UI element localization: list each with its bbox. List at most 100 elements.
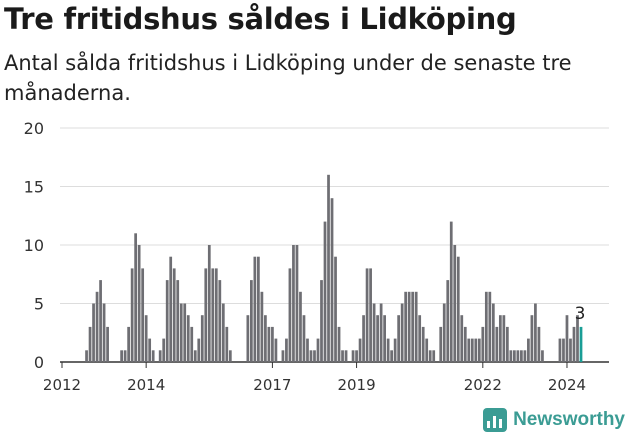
bar <box>285 338 288 362</box>
bar <box>228 350 232 362</box>
bar <box>520 350 523 362</box>
bar <box>428 350 432 362</box>
bar <box>214 268 218 362</box>
bar <box>204 268 208 362</box>
y-tick-label: 15 <box>24 178 44 197</box>
bar <box>456 256 460 362</box>
bar <box>85 350 88 362</box>
bar <box>141 268 145 362</box>
x-tick-label: 2014 <box>127 376 165 394</box>
bar-chart-icon <box>483 408 508 432</box>
bar <box>484 291 488 362</box>
y-tick-label: 10 <box>24 236 44 255</box>
bar <box>302 315 306 362</box>
bar <box>144 315 148 362</box>
bar <box>390 350 394 362</box>
bar <box>264 315 267 362</box>
bar <box>344 350 348 362</box>
bar <box>572 326 576 362</box>
bar <box>246 315 250 362</box>
bar <box>565 315 569 362</box>
bar <box>127 326 130 362</box>
bar <box>541 350 544 362</box>
bar <box>537 326 541 362</box>
bar <box>197 338 201 362</box>
bar <box>488 291 492 362</box>
bar <box>376 315 379 362</box>
bar <box>372 303 376 362</box>
bar <box>495 326 499 362</box>
bar <box>313 350 316 362</box>
x-tick-label: 2017 <box>253 376 291 394</box>
bar <box>200 315 204 362</box>
bar <box>516 350 520 362</box>
bar <box>369 268 372 362</box>
bar <box>442 303 446 362</box>
bar <box>439 326 443 362</box>
bar <box>491 303 495 362</box>
bar <box>383 315 386 362</box>
bar <box>527 338 530 362</box>
bar <box>106 326 109 362</box>
bar <box>172 268 176 362</box>
bar <box>513 350 516 362</box>
bar <box>460 315 464 362</box>
bar <box>341 350 344 362</box>
bar <box>453 245 457 362</box>
bar <box>102 303 106 362</box>
bar <box>299 291 302 362</box>
bar <box>253 256 257 362</box>
bar <box>134 233 138 362</box>
bar <box>386 338 390 362</box>
bar <box>169 256 173 362</box>
bar-highlight <box>579 326 583 362</box>
bar <box>463 326 467 362</box>
bar <box>414 291 418 362</box>
bar <box>179 303 183 362</box>
bar <box>337 326 341 362</box>
bar <box>274 338 278 362</box>
bar <box>130 268 134 362</box>
bar <box>379 303 383 362</box>
bar <box>306 338 309 362</box>
bar <box>95 291 99 362</box>
bar <box>400 303 404 362</box>
bar <box>158 350 162 362</box>
bar <box>165 280 169 362</box>
page-title: Tre fritidshus såldes i Lidköping <box>4 2 517 36</box>
bar <box>351 350 355 362</box>
bar <box>162 338 166 362</box>
bar <box>99 280 102 362</box>
bar <box>418 315 422 362</box>
bar <box>176 280 180 362</box>
bar <box>257 256 260 362</box>
bar <box>186 315 190 362</box>
bar <box>137 245 141 362</box>
bar <box>295 245 299 362</box>
bar <box>498 315 502 362</box>
bar <box>148 338 152 362</box>
bar <box>267 326 271 362</box>
bar <box>534 303 537 362</box>
bar <box>221 303 225 362</box>
bar <box>404 291 408 362</box>
bar <box>218 280 222 362</box>
bar <box>407 291 411 362</box>
bar <box>190 326 194 362</box>
bar <box>120 350 123 362</box>
bar <box>193 350 197 362</box>
bar <box>432 350 436 362</box>
bar <box>151 350 155 362</box>
x-tick-label: 2019 <box>337 376 375 394</box>
bar <box>323 221 327 362</box>
bar <box>530 315 534 362</box>
bar <box>327 174 330 362</box>
x-tick-label: 2024 <box>548 376 586 394</box>
bar <box>316 338 320 362</box>
bar <box>421 326 425 362</box>
data-label: 3 <box>575 304 586 324</box>
bar <box>309 350 313 362</box>
bar <box>292 245 295 362</box>
brand-name: Newsworthy <box>513 409 625 430</box>
bar <box>481 326 485 362</box>
